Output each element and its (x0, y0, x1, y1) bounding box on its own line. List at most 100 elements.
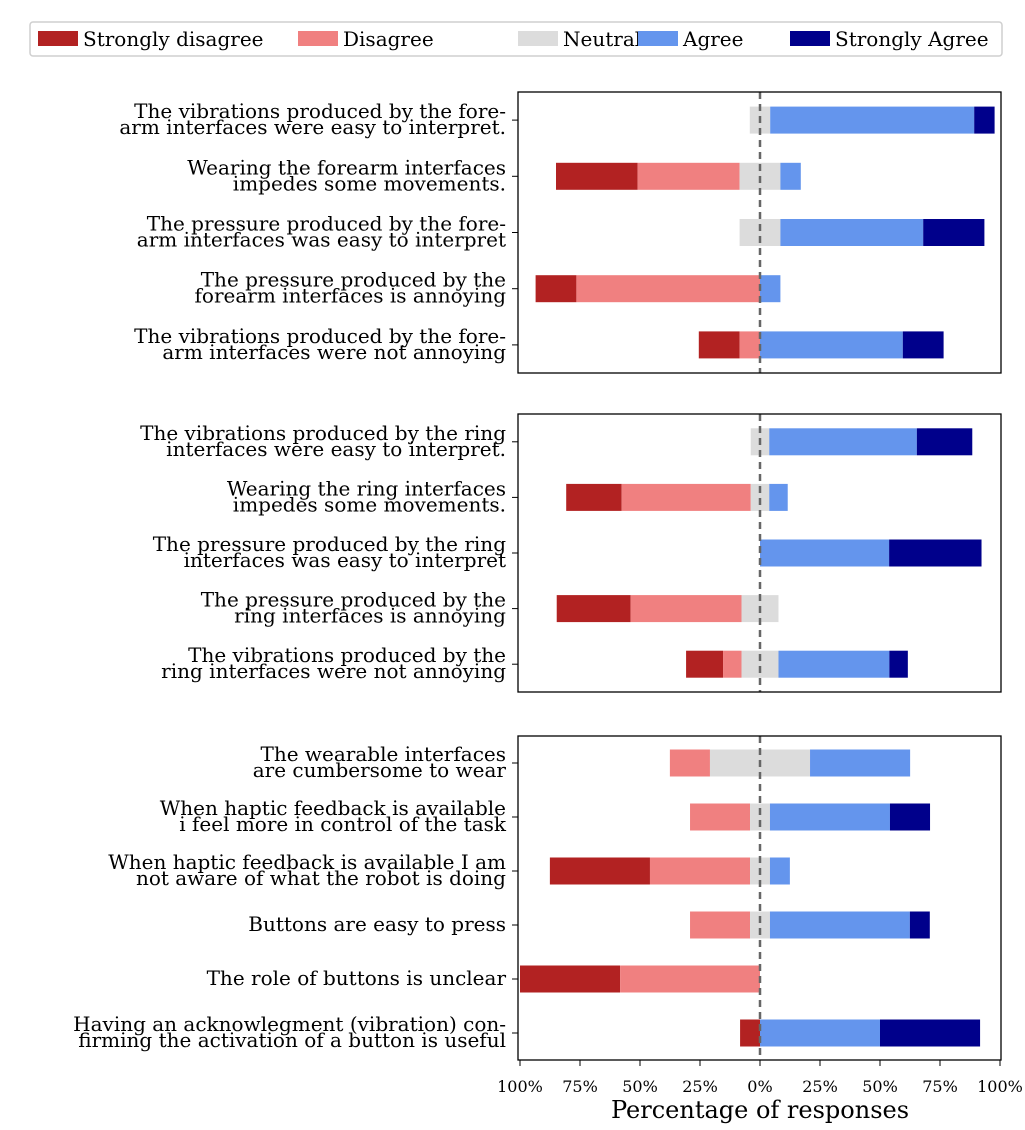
xtick-label-7: 75% (922, 1077, 958, 1096)
question-label-p1-q0-line1: interfaces were easy to interpret. (166, 437, 506, 461)
panel-frame-1 (517, 413, 1002, 693)
bar-p2-q1-disagree (690, 803, 751, 831)
question-label-p1-q4-line0: The vibrations produced by the (188, 643, 506, 667)
bar-p2-q0-disagree (669, 749, 710, 777)
question-label-p2-q5-line1: firming the activation of a button is us… (78, 1028, 506, 1052)
question-label-p1-q4-line1: ring interfaces were not annoying (161, 659, 506, 683)
xtick-label-6: 50% (862, 1077, 898, 1096)
bar-p1-q0-agree (769, 428, 917, 456)
legend-label-1: Disagree (343, 27, 434, 51)
bar-p1-q0-strongly-agree (916, 428, 973, 456)
question-label-p1-q2-line0: The pressure produced by the ring (153, 532, 506, 556)
question-label-p1-q0-line0: The vibrations produced by the ring (140, 421, 506, 445)
question-label-p0-q4-line1: arm interfaces were not annoying (162, 340, 506, 364)
bar-p0-q1-agree (780, 162, 801, 190)
bar-p2-q1-strongly-agree (889, 803, 931, 831)
question-label-p0-q3-line0: The pressure produced by the (201, 268, 506, 292)
question-label-p1-q3-line0: The pressure produced by the (201, 588, 506, 612)
question-label-p1-q3-line1: ring interfaces is annoying (234, 604, 506, 628)
xtick-label-1: 75% (562, 1077, 598, 1096)
question-label-p2-q2-line1: not aware of what the robot is doing (136, 866, 506, 890)
x-axis-title: Percentage of responses (611, 1096, 909, 1124)
legend-frame (29, 21, 1003, 57)
question-label-p0-q0-line1: arm interfaces were easy to interpret. (119, 115, 506, 139)
legend-swatch-1 (298, 31, 338, 46)
legend-swatch-3 (638, 31, 678, 46)
bar-p2-q5-strongly-disagree (740, 1019, 760, 1047)
bar-p2-q4-disagree (620, 965, 760, 993)
question-label-p2-q5-line0: Having an acknowlegment (vibration) con- (73, 1012, 506, 1036)
question-label-p0-q1-line0: Wearing the forearm interfaces (187, 155, 506, 179)
bar-p2-q5-strongly-agree (880, 1019, 981, 1047)
question-label-p2-q1-line1: i feel more in control of the task (179, 812, 507, 836)
question-label-p2-q2-line0: When haptic feedback is available I am (108, 850, 506, 874)
bar-p0-q4-disagree (739, 331, 760, 359)
xtick-label-0: 100% (497, 1077, 543, 1096)
question-label-p2-q0-line0: The wearable interfaces (260, 742, 506, 766)
question-label-p1-q1-line1: impedes some movements. (233, 492, 506, 516)
bar-p0-q4-strongly-disagree (698, 331, 740, 359)
legend-swatch-2 (518, 31, 558, 46)
bar-p1-q3-disagree (630, 595, 742, 623)
xtick-label-3: 25% (682, 1077, 718, 1096)
bar-p1-q3-strongly-disagree (556, 595, 631, 623)
bar-p1-q4-disagree (723, 650, 742, 678)
question-label-p0-q4-line0: The vibrations produced by the fore- (134, 324, 506, 348)
legend-swatch-4 (790, 31, 830, 46)
bar-p2-q2-agree (769, 857, 790, 885)
bar-p2-q3-neutral (750, 911, 770, 939)
question-label-p2-q0-line1: are cumbersome to wear (253, 758, 507, 782)
bar-p2-q2-disagree (649, 857, 751, 885)
bar-p2-q3-agree (769, 911, 910, 939)
bar-p2-q3-strongly-agree (909, 911, 930, 939)
question-label-p0-q2-line0: The pressure produced by the fore- (147, 212, 506, 236)
question-label-p2-q1-line0: When haptic feedback is available (160, 796, 506, 820)
question-label-p0-q1-line1: impedes some movements. (233, 171, 506, 195)
bar-p0-q1-strongly-disagree (556, 162, 638, 190)
bar-p2-q4-strongly-disagree (520, 965, 621, 993)
question-label-p0-q2-line1: arm interfaces was easy to interpret (137, 228, 506, 252)
question-label-p0-q3-line1: forearm interfaces is annoying (195, 284, 507, 308)
xtick-label-4: 0% (747, 1077, 772, 1096)
bar-p1-q1-agree (769, 483, 788, 511)
bar-p1-q4-strongly-agree (889, 650, 908, 678)
bar-p1-q1-strongly-disagree (566, 483, 622, 511)
bar-p2-q1-neutral (750, 803, 770, 831)
bar-p2-q0-agree (810, 749, 911, 777)
bar-p0-q0-strongly-agree (974, 106, 995, 134)
legend-label-0: Strongly disagree (83, 27, 264, 51)
bar-p1-q1-disagree (621, 483, 751, 511)
bar-p1-q2-strongly-agree (889, 539, 982, 567)
bar-p2-q2-strongly-disagree (549, 857, 650, 885)
question-label-p2-q4-line0: The role of buttons is unclear (207, 966, 507, 990)
question-label-p1-q1-line0: Wearing the ring interfaces (227, 476, 506, 500)
bar-p1-q4-agree (778, 650, 890, 678)
legend-label-4: Strongly Agree (835, 27, 989, 51)
bar-p0-q4-agree (760, 331, 903, 359)
bar-p0-q2-agree (780, 219, 924, 246)
bar-p0-q2-strongly-agree (923, 219, 985, 246)
bar-p2-q1-agree (769, 803, 890, 831)
legend-swatch-0 (38, 31, 78, 46)
bar-p0-q4-strongly-agree (902, 331, 944, 359)
xtick-label-8: 100% (977, 1077, 1023, 1096)
question-label-p1-q2-line1: interfaces was easy to interpret (184, 548, 506, 572)
bar-p2-q3-disagree (690, 911, 751, 939)
xtick-label-5: 25% (802, 1077, 838, 1096)
bar-p0-q3-disagree (576, 275, 760, 303)
bar-p1-q4-strongly-disagree (686, 650, 724, 678)
bar-p0-q0-agree (770, 106, 975, 134)
bar-p0-q3-agree (760, 275, 781, 303)
xtick-label-2: 50% (622, 1077, 658, 1096)
legend-label-2: Neutral (563, 27, 641, 51)
question-label-p2-q3-line0: Buttons are easy to press (248, 912, 506, 936)
bar-p0-q1-disagree (637, 162, 740, 190)
question-label-p0-q0-line0: The vibrations produced by the fore- (134, 99, 506, 123)
bar-p2-q5-agree (760, 1019, 880, 1047)
panel-frame-0 (517, 91, 1002, 374)
bar-p1-q2-agree (760, 539, 890, 567)
legend-label-3: Agree (682, 27, 743, 51)
bar-p0-q3-strongly-disagree (535, 275, 577, 303)
bar-p1-q1-neutral (750, 483, 770, 511)
